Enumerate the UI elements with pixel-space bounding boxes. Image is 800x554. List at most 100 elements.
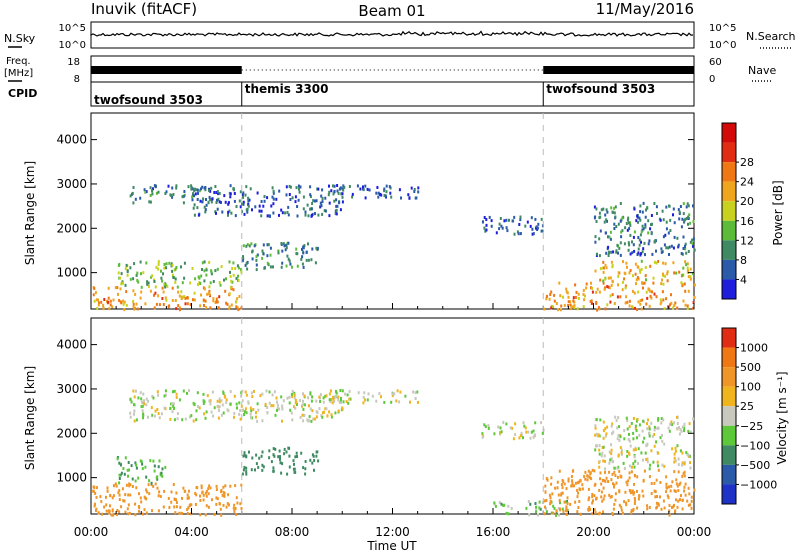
echo-cell bbox=[530, 216, 533, 220]
echo-cell bbox=[154, 285, 157, 289]
echo-cell bbox=[165, 190, 168, 194]
echo-cell bbox=[105, 503, 108, 507]
echo-cell bbox=[133, 409, 136, 413]
echo-cell bbox=[218, 200, 221, 204]
echo-cell bbox=[146, 490, 149, 494]
echo-cell bbox=[204, 188, 207, 192]
echo-cell bbox=[315, 399, 318, 403]
echo-cell bbox=[136, 307, 139, 311]
echo-cell bbox=[97, 298, 99, 302]
echo-cell bbox=[167, 305, 170, 309]
echo-cell bbox=[308, 404, 310, 408]
echo-cell bbox=[294, 399, 297, 402]
echo-cell bbox=[638, 423, 641, 427]
echo-cell bbox=[150, 481, 153, 485]
echo-cell bbox=[296, 403, 298, 406]
echo-cell bbox=[233, 503, 236, 507]
echo-cell bbox=[665, 227, 668, 231]
echo-cell bbox=[230, 211, 233, 215]
echo-cell bbox=[321, 200, 324, 204]
echo-cell bbox=[247, 400, 250, 404]
echo-cell bbox=[614, 492, 617, 496]
echo-cell bbox=[588, 475, 591, 479]
echo-cell bbox=[206, 292, 209, 296]
echo-cell bbox=[683, 426, 686, 430]
freq-unit-label: [MHz] bbox=[4, 68, 33, 79]
echo-cell bbox=[200, 484, 203, 488]
echo-cell bbox=[671, 423, 674, 427]
echo-cell bbox=[335, 204, 338, 208]
echo-cell bbox=[235, 513, 238, 516]
echo-cell bbox=[145, 190, 148, 194]
echo-cell bbox=[617, 453, 620, 457]
echo-cell bbox=[656, 460, 659, 464]
echo-cell bbox=[653, 260, 656, 264]
echo-cell bbox=[674, 446, 677, 450]
echo-cell bbox=[617, 271, 620, 275]
echo-cell bbox=[285, 193, 288, 197]
echo-cell bbox=[605, 251, 608, 255]
echo-cell bbox=[684, 289, 687, 293]
echo-cell bbox=[281, 419, 283, 423]
echo-cell bbox=[180, 290, 183, 294]
colorbar-block-4 bbox=[722, 201, 736, 221]
echo-cell bbox=[253, 389, 255, 393]
echo-cell bbox=[572, 296, 575, 300]
echo-cell bbox=[285, 243, 288, 247]
echo-cell bbox=[408, 196, 411, 200]
echo-cell bbox=[255, 411, 257, 415]
echo-cell bbox=[336, 184, 339, 187]
echo-cell bbox=[490, 219, 493, 223]
echo-cell bbox=[500, 224, 503, 228]
echo-cell bbox=[415, 196, 418, 200]
echo-cell bbox=[652, 276, 655, 280]
echo-cell bbox=[692, 301, 695, 304]
echo-cell bbox=[263, 266, 266, 270]
echo-cell bbox=[151, 509, 153, 513]
echo-cell bbox=[632, 448, 635, 452]
echo-cell bbox=[226, 502, 229, 506]
echo-cell bbox=[157, 263, 160, 266]
echo-cell bbox=[322, 400, 325, 404]
echo-cell bbox=[208, 399, 211, 403]
echo-cell bbox=[652, 460, 655, 464]
echo-cell bbox=[242, 200, 245, 204]
echo-cell bbox=[199, 499, 202, 502]
echo-cell bbox=[543, 307, 546, 311]
colorbar-block-3 bbox=[722, 181, 736, 202]
echo-cell bbox=[413, 188, 416, 191]
echo-cell bbox=[160, 412, 163, 416]
echo-cell bbox=[134, 292, 137, 296]
echo-cell bbox=[313, 468, 315, 472]
echo-cell bbox=[187, 185, 190, 189]
echo-cell bbox=[281, 249, 284, 253]
echo-cell bbox=[566, 496, 569, 500]
echo-cell bbox=[268, 390, 271, 394]
echo-cell bbox=[605, 218, 608, 222]
echo-cell bbox=[169, 417, 172, 421]
echo-cell bbox=[574, 500, 577, 504]
echo-cell bbox=[210, 186, 213, 190]
echo-cell bbox=[194, 187, 196, 191]
echo-cell bbox=[173, 505, 176, 509]
echo-cell bbox=[238, 412, 241, 416]
echo-cell bbox=[548, 297, 551, 301]
colorbar-tick-label-3: 25 bbox=[740, 400, 754, 413]
echo-cell bbox=[642, 440, 645, 444]
echo-cell bbox=[689, 503, 692, 507]
echo-cell bbox=[689, 275, 692, 279]
echo-cell bbox=[220, 490, 222, 494]
echo-cell bbox=[556, 486, 559, 490]
echo-cell bbox=[673, 271, 676, 275]
echo-cell bbox=[317, 213, 320, 217]
echo-cell bbox=[273, 454, 276, 458]
echo-cell bbox=[107, 509, 110, 513]
echo-cell bbox=[689, 267, 692, 271]
echo-cell bbox=[178, 511, 181, 515]
colorbar-block-2 bbox=[722, 367, 736, 387]
echo-cell bbox=[218, 397, 221, 401]
echo-cell bbox=[635, 278, 638, 282]
echo-cell bbox=[634, 427, 637, 431]
echo-cell bbox=[505, 422, 508, 426]
echo-cell bbox=[215, 191, 218, 194]
